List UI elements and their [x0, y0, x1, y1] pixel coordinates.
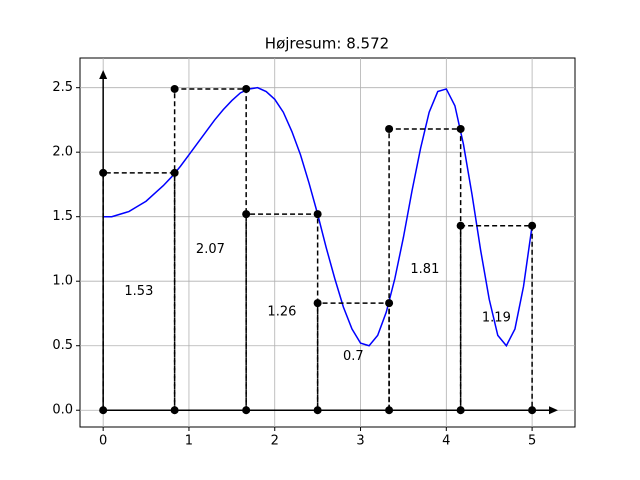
riemann-rect: [316, 302, 390, 411]
y-tick-label: 1.5: [52, 209, 73, 224]
riemann-rect: [459, 224, 533, 411]
x-tick-label: 5: [528, 434, 536, 449]
x-arrow-head: [549, 406, 558, 415]
y-tick-label: 1.0: [52, 274, 73, 289]
sample-dot: [313, 210, 322, 219]
x-tick-label: 4: [442, 434, 450, 449]
area-label: 1.26: [267, 305, 296, 320]
base-dot: [99, 406, 108, 415]
y-arrow-head: [99, 70, 108, 79]
plot-frame: [79, 57, 576, 428]
sample-dot: [528, 221, 537, 230]
sample-dot: [313, 299, 322, 308]
area-label: 1.19: [482, 310, 511, 325]
y-tick-label: 2.5: [52, 80, 73, 95]
y-tick-label: 0.0: [52, 403, 73, 418]
base-dot: [170, 406, 179, 415]
y-tick-label: 0.5: [52, 338, 73, 353]
base-dot: [528, 406, 537, 415]
riemann-rect: [388, 128, 462, 411]
base-dot: [456, 406, 465, 415]
x-tick-label: 0: [99, 434, 107, 449]
sample-dot: [456, 124, 465, 133]
y-tick-label: 2.0: [52, 145, 73, 160]
sample-dot: [170, 84, 179, 93]
x-tick-label: 1: [185, 434, 193, 449]
sample-dot: [99, 168, 108, 177]
base-dot: [313, 406, 322, 415]
area-label: 1.81: [410, 262, 439, 277]
riemann-rect: [102, 172, 176, 411]
x-tick-label: 3: [356, 434, 364, 449]
sample-dot: [385, 124, 394, 133]
sample-dot: [242, 210, 251, 219]
area-label: 1.53: [124, 284, 153, 299]
area-label: 0.7: [343, 349, 364, 364]
base-dot: [242, 406, 251, 415]
sample-dot: [170, 168, 179, 177]
chart-title: Højresum: 8.572: [265, 35, 389, 53]
area-label: 2.07: [196, 242, 225, 257]
base-dot: [385, 406, 394, 415]
sample-dot: [242, 84, 251, 93]
sample-dot: [456, 221, 465, 230]
riemann-rect: [245, 213, 319, 411]
x-tick-label: 2: [271, 434, 279, 449]
